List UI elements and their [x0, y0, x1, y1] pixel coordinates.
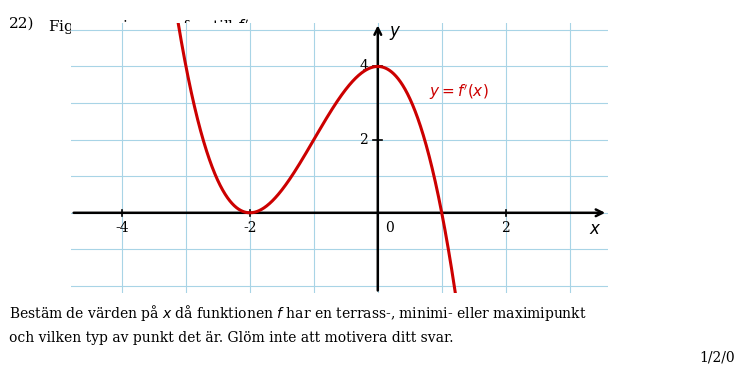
Text: och vilken typ av punkt det är. Glöm inte att motivera ditt svar.: och vilken typ av punkt det är. Glöm int…: [9, 331, 454, 345]
Text: -4: -4: [115, 221, 129, 235]
Text: -2: -2: [243, 221, 257, 235]
Text: 4: 4: [360, 59, 369, 73]
Text: 1/2/0: 1/2/0: [699, 351, 735, 365]
Text: Figuren visar grafen till $f'$.: Figuren visar grafen till $f'$.: [48, 17, 254, 36]
Text: 2: 2: [360, 133, 369, 147]
Text: $x$: $x$: [589, 221, 601, 238]
Text: 22): 22): [9, 17, 34, 31]
Text: 2: 2: [501, 221, 510, 235]
Text: $y$: $y$: [389, 24, 402, 42]
Text: 0: 0: [386, 221, 394, 235]
Text: Bestäm de värden på $x$ då funktionen $f$ har en terrass-, minimi- eller maximip: Bestäm de värden på $x$ då funktionen $f…: [9, 303, 586, 323]
Text: $y = f'(x)$: $y = f'(x)$: [429, 82, 489, 102]
